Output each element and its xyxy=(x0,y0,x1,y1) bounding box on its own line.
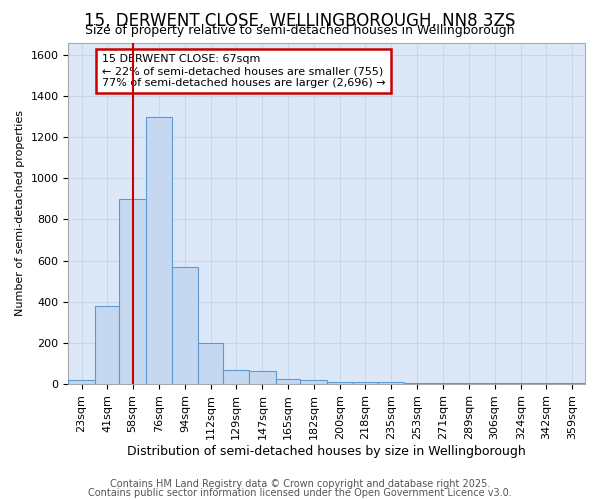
Bar xyxy=(430,383,457,384)
Bar xyxy=(457,383,481,384)
X-axis label: Distribution of semi-detached houses by size in Wellingborough: Distribution of semi-detached houses by … xyxy=(127,444,526,458)
Bar xyxy=(508,383,534,384)
Bar xyxy=(404,383,430,384)
Bar xyxy=(327,382,353,384)
Bar xyxy=(95,306,119,384)
Bar xyxy=(68,380,95,384)
Text: 15, DERWENT CLOSE, WELLINGBOROUGH, NN8 3ZS: 15, DERWENT CLOSE, WELLINGBOROUGH, NN8 3… xyxy=(85,12,515,30)
Bar xyxy=(353,382,378,384)
Bar xyxy=(119,199,146,384)
Y-axis label: Number of semi-detached properties: Number of semi-detached properties xyxy=(15,110,25,316)
Text: Size of property relative to semi-detached houses in Wellingborough: Size of property relative to semi-detach… xyxy=(85,24,515,37)
Bar xyxy=(481,383,508,384)
Bar xyxy=(378,382,404,384)
Text: Contains public sector information licensed under the Open Government Licence v3: Contains public sector information licen… xyxy=(88,488,512,498)
Bar xyxy=(223,370,250,384)
Bar xyxy=(146,116,172,384)
Text: Contains HM Land Registry data © Crown copyright and database right 2025.: Contains HM Land Registry data © Crown c… xyxy=(110,479,490,489)
Bar xyxy=(250,370,275,384)
Bar xyxy=(301,380,327,384)
Bar xyxy=(275,379,301,384)
Bar xyxy=(172,267,198,384)
Bar xyxy=(198,343,223,384)
Text: 15 DERWENT CLOSE: 67sqm
← 22% of semi-detached houses are smaller (755)
77% of s: 15 DERWENT CLOSE: 67sqm ← 22% of semi-de… xyxy=(102,54,386,88)
